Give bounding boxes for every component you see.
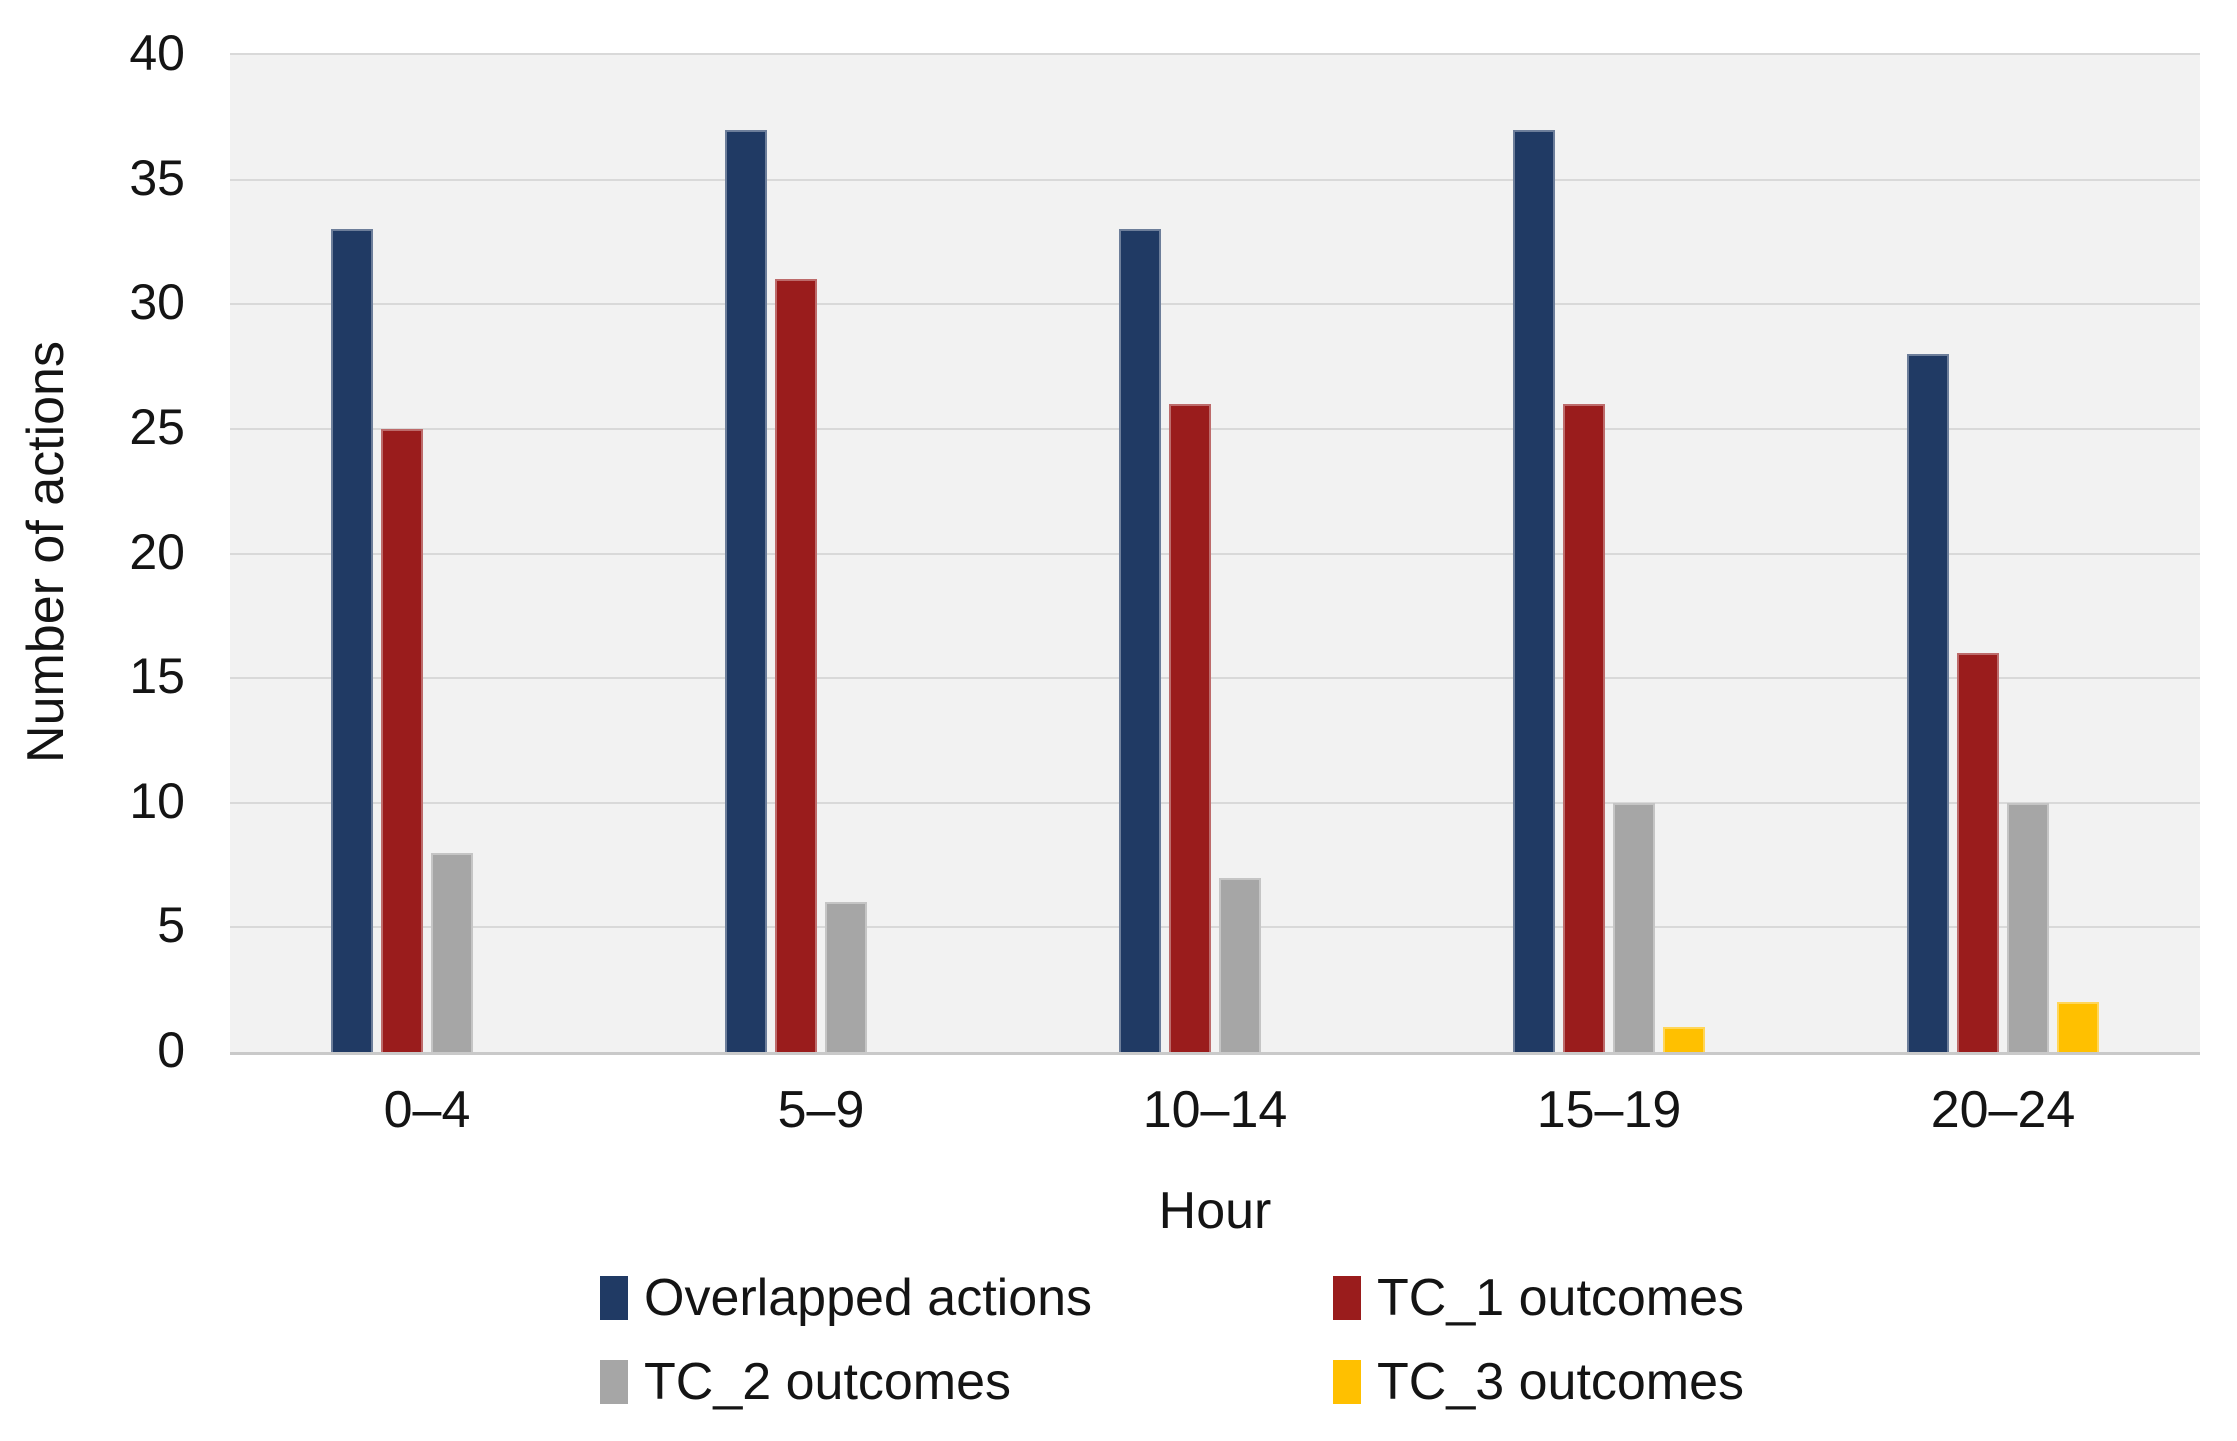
bar-overlapped-actions-15–19 [1513,129,1555,1052]
legend-swatch-icon [1333,1276,1361,1320]
legend-label: Overlapped actions [644,1269,1093,1327]
bar-tc_3-outcomes-15–19 [1663,1027,1705,1052]
bar-tc_2-outcomes-20–24 [2007,802,2049,1052]
bar-tc_1-outcomes-5–9 [775,279,817,1052]
legend-label: TC_1 outcomes [1377,1269,1745,1327]
gridline-20 [230,552,2200,555]
bar-overlapped-actions-10–14 [1119,229,1161,1052]
bar-overlapped-actions-5–9 [725,129,767,1052]
bar-group-15–19 [1412,55,1806,1052]
x-tick-label-10–14: 10–14 [1142,1081,1288,1139]
bar-group-5–9 [624,55,1018,1052]
bar-tc_1-outcomes-15–19 [1563,403,1605,1052]
bar-tc_3-outcomes-20–24 [2057,1002,2099,1052]
legend-swatch-icon [600,1360,628,1404]
gridline-15 [230,677,2200,680]
gridline-35 [230,178,2200,181]
legend-item-overlapped-actions: Overlapped actions [600,1270,1333,1326]
legend-item-tc_2-outcomes: TC_2 outcomes [600,1354,1333,1410]
bar-group-20–24 [1806,55,2200,1052]
x-tick-label-20–24: 20–24 [1930,1081,2076,1139]
gridline-25 [230,427,2200,430]
bar-tc_1-outcomes-0–4 [381,428,423,1052]
y-tick-label-5: 5 [157,897,185,954]
y-tick-label-40: 40 [129,25,185,81]
y-tick-label-20: 20 [129,523,185,580]
bar-tc_2-outcomes-10–14 [1219,877,1261,1052]
x-tick-label-0–4: 0–4 [383,1081,471,1139]
legend-swatch-icon [1333,1360,1361,1404]
y-tick-label-15: 15 [129,648,185,705]
bar-group-10–14 [1018,55,1412,1052]
bar-groups [230,55,2200,1052]
bar-group-0–4 [230,55,624,1052]
legend-item-tc_1-outcomes: TC_1 outcomes [1333,1270,1744,1326]
bar-tc_1-outcomes-20–24 [1957,653,1999,1052]
bar-tc_1-outcomes-10–14 [1169,403,1211,1052]
bar-tc_2-outcomes-0–4 [431,852,473,1052]
bar-tc_2-outcomes-15–19 [1613,802,1655,1052]
bar-tc_2-outcomes-5–9 [825,902,867,1052]
legend-swatch-icon [600,1276,628,1320]
y-tick-label-0: 0 [157,1022,185,1078]
legend: Overlapped actions TC_1 outcomes TC_2 outc… [600,1270,1744,1410]
legend-label: TC_3 outcomes [1377,1353,1745,1411]
y-tick-label-10: 10 [129,772,185,829]
x-axis-title: Hour [1158,1182,1272,1240]
gridline-30 [230,303,2200,306]
x-axis-tick-labels: 0–4 5–9 10–14 15–19 20–24 [230,1082,2200,1138]
y-tick-label-35: 35 [129,149,185,206]
x-tick-label-5–9: 5–9 [777,1081,865,1139]
y-tick-label-25: 25 [129,398,185,455]
bar-overlapped-actions-20–24 [1907,354,1949,1052]
gridline-10 [230,801,2200,804]
bar-overlapped-actions-0–4 [331,229,373,1052]
y-tick-label-30: 30 [129,274,185,331]
legend-label: TC_2 outcomes [644,1353,1012,1411]
x-tick-label-15–19: 15–19 [1536,1081,1682,1139]
plot-area [230,53,2200,1055]
gridline-5 [230,926,2200,929]
legend-item-tc_3-outcomes: TC_3 outcomes [1333,1354,1744,1410]
y-axis-tick-labels: 0 5 10 15 20 25 30 35 40 [0,28,185,1075]
